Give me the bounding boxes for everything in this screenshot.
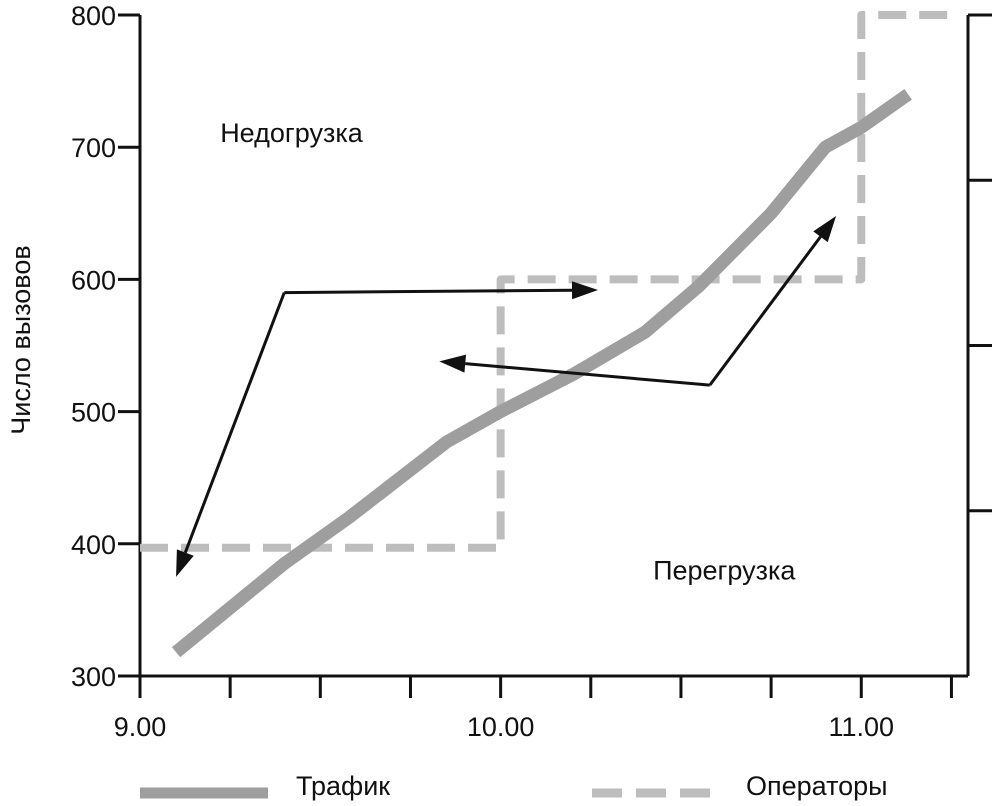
x-tick-label: 9.00 [114,712,167,742]
y-tick-label: 400 [71,530,116,560]
x-tick-label: 10.00 [467,712,535,742]
legend-operators-label: Операторы [746,771,888,801]
arrow-line [183,292,286,554]
ticks: 300 400 500 600 700 800 9.00 10.00 11.00 [71,1,992,742]
arrows-layer [176,215,837,577]
annotation-overload: Перегрузка [653,555,796,585]
series-operators [140,11,952,552]
x-tick-label: 11.00 [828,712,894,742]
y-axis-label: Число вызовов [6,245,36,434]
y-tick-label: 500 [71,398,116,428]
series-traffic [171,89,912,658]
arrow-line [708,235,822,387]
arrow-head [571,281,599,300]
y-tick-label: 300 [71,662,116,692]
arrow-head [439,354,467,373]
arrow-line [465,362,710,387]
y-tick-label: 700 [71,133,116,163]
legend: Трафик Операторы [140,771,888,801]
y-tick-label: 600 [71,265,116,295]
annotation-underload: Недогрузка [220,118,364,148]
arrow-head [176,549,194,577]
y-tick-label: 800 [71,1,116,31]
arrow-line [284,288,573,295]
arrow-head [813,215,837,243]
legend-traffic-label: Трафик [296,771,390,801]
series-layer [140,11,952,658]
labels-layer: Число вызовов Недогрузка Перегрузка [6,118,796,586]
